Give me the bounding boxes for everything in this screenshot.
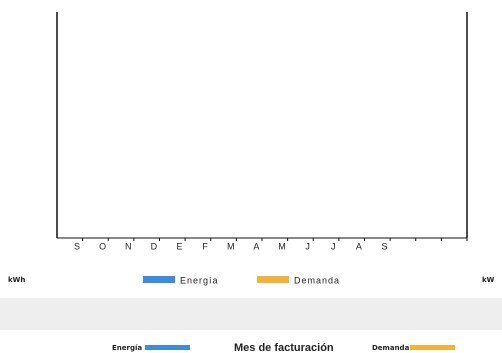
x-tick-label: J <box>305 241 311 251</box>
bottom-legend-label: Demanda <box>372 344 410 352</box>
bottom-legend-swatch <box>410 345 455 350</box>
x-tick-label: D <box>151 241 159 251</box>
legend-label: Demanda <box>294 275 340 285</box>
band <box>0 298 502 330</box>
x-tick-label: O <box>99 241 107 251</box>
x-tick-label: M <box>227 241 236 251</box>
x-tick-label: M <box>278 241 287 251</box>
x-tick-label: S <box>381 241 388 251</box>
y-axis-label: kWh <box>8 276 25 284</box>
x-axis-label: Mes de facturación <box>234 342 334 353</box>
x-tick-label: F <box>202 241 209 251</box>
bottom-legend-swatch <box>145 345 190 350</box>
legend-swatch <box>143 276 175 283</box>
x-tick-label: A <box>356 241 363 251</box>
x-tick-label: J <box>331 241 337 251</box>
bottom-legend-label: Energía <box>112 344 142 352</box>
y2-axis-label: kW <box>482 276 495 284</box>
legend-label: Energía <box>180 275 219 285</box>
legend-swatch <box>257 276 289 283</box>
x-tick-label: S <box>74 241 81 251</box>
x-tick-label: A <box>253 241 260 251</box>
x-tick-label: E <box>176 241 183 251</box>
x-tick-label: N <box>125 241 133 251</box>
